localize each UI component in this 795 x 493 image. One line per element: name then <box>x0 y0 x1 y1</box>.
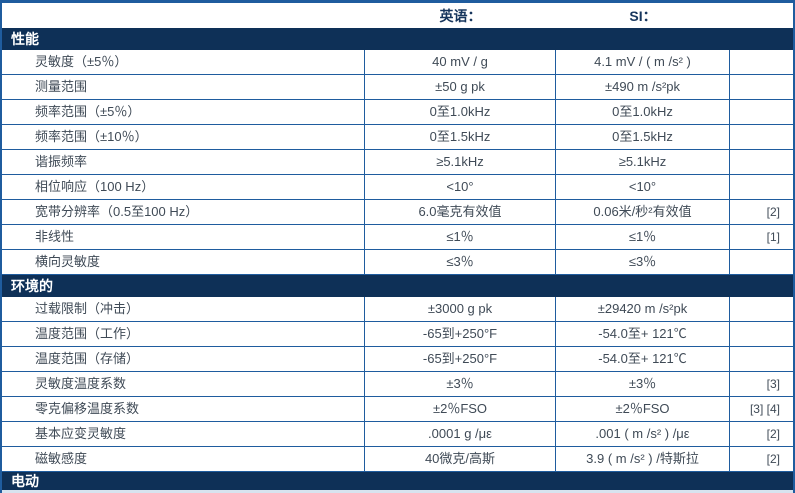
table-row: 基本应变灵敏度 .0001 g /με .001 ( m /s² ) /με [… <box>2 422 793 447</box>
table-row: 横向灵敏度 ≤3％ ≤3％ <box>2 250 793 275</box>
spec-label: 零克偏移温度系数 <box>2 397 365 421</box>
spec-label: 非线性 <box>2 225 365 249</box>
spec-value-si: 0至1.0kHz <box>556 100 730 124</box>
spec-note: [2] <box>766 427 780 441</box>
spec-value-english: 40微克/高斯 <box>365 447 556 471</box>
section-header-performance: 性能 <box>2 28 793 50</box>
section-header-environmental: 环境的 <box>2 275 793 297</box>
spec-value-english: 40 mV / g <box>365 50 556 74</box>
spec-value-si: ±3％ <box>556 372 730 396</box>
column-header-si: SI： <box>629 7 657 24</box>
table-header-row: 英语： SI： <box>2 3 793 28</box>
spec-value-si: 0.06米/秒²有效值 <box>556 200 730 224</box>
spec-note <box>730 50 793 74</box>
table-row: 磁敏感度 40微克/高斯 3.9 ( m /s² ) /特斯拉 [2] <box>2 447 793 472</box>
spec-label: 测量范围 <box>2 75 365 99</box>
spec-note <box>730 250 793 274</box>
spec-note: [3] <box>766 377 780 391</box>
spec-label: 谐振频率 <box>2 150 365 174</box>
spec-label: 温度范围（工作） <box>2 322 365 346</box>
spec-value-english: ≤1％ <box>365 225 556 249</box>
spec-value-si: ≤1％ <box>556 225 730 249</box>
table-row: 过载限制（冲击） ±3000 g pk ±29420 m /s²pk <box>2 297 793 322</box>
table-row: 零克偏移温度系数 ±2％FSO ±2％FSO [3] [4] <box>2 397 793 422</box>
spec-label: 相位响应（100 Hz） <box>2 175 365 199</box>
section-header-electrical: 电动 <box>2 472 793 490</box>
spec-value-english: ±50 g pk <box>365 75 556 99</box>
spec-value-si: -54.0至+ 121℃ <box>556 322 730 346</box>
table-row: 宽带分辨率（0.5至100 Hz） 6.0毫克有效值 0.06米/秒²有效值 [… <box>2 200 793 225</box>
spec-value-english: .0001 g /με <box>365 422 556 446</box>
spec-label: 温度范围（存储） <box>2 347 365 371</box>
spec-value-si: ±490 m /s²pk <box>556 75 730 99</box>
spec-value-si: 3.9 ( m /s² ) /特斯拉 <box>556 447 730 471</box>
spec-value-english: 6.0毫克有效值 <box>365 200 556 224</box>
spec-value-si: ±2％FSO <box>556 397 730 421</box>
spec-label: 横向灵敏度 <box>2 250 365 274</box>
spec-note <box>730 150 793 174</box>
bottom-strip <box>2 490 793 493</box>
spec-label: 磁敏感度 <box>2 447 365 471</box>
table-row: 温度范围（工作） -65到+250°F -54.0至+ 121℃ <box>2 322 793 347</box>
spec-value-english: ≥5.1kHz <box>365 150 556 174</box>
spec-label: 灵敏度（±5％） <box>2 50 365 74</box>
spec-value-english: 0至1.0kHz <box>365 100 556 124</box>
spec-label: 宽带分辨率（0.5至100 Hz） <box>2 200 365 224</box>
spec-value-english: ±3000 g pk <box>365 297 556 321</box>
table-row: 灵敏度温度系数 ±3％ ±3％ [3] <box>2 372 793 397</box>
spec-note: [1] <box>766 230 780 244</box>
spec-note: [3] [4] <box>749 402 780 416</box>
spec-value-si: .001 ( m /s² ) /με <box>556 422 730 446</box>
spec-value-si: <10° <box>556 175 730 199</box>
spec-value-english: -65到+250°F <box>365 322 556 346</box>
table-row: 温度范围（存储） -65到+250°F -54.0至+ 121℃ <box>2 347 793 372</box>
table-row: 频率范围（±5％） 0至1.0kHz 0至1.0kHz <box>2 100 793 125</box>
spec-note <box>730 322 793 346</box>
spec-value-english: <10° <box>365 175 556 199</box>
spec-value-english: 0至1.5kHz <box>365 125 556 149</box>
spec-note: [2] <box>766 452 780 466</box>
spec-note <box>730 125 793 149</box>
table-row: 非线性 ≤1％ ≤1％ [1] <box>2 225 793 250</box>
spec-label: 基本应变灵敏度 <box>2 422 365 446</box>
spec-note <box>730 75 793 99</box>
spec-value-english: -65到+250°F <box>365 347 556 371</box>
column-header-english: 英语： <box>439 7 482 24</box>
spec-note: [2] <box>766 205 780 219</box>
table-row: 灵敏度（±5％） 40 mV / g 4.1 mV / ( m /s² ) <box>2 50 793 75</box>
spec-note <box>730 100 793 124</box>
spec-note <box>730 297 793 321</box>
spec-value-si: 0至1.5kHz <box>556 125 730 149</box>
spec-note <box>730 347 793 371</box>
spec-note <box>730 175 793 199</box>
spec-value-si: 4.1 mV / ( m /s² ) <box>556 50 730 74</box>
spec-label: 灵敏度温度系数 <box>2 372 365 396</box>
spec-value-si: -54.0至+ 121℃ <box>556 347 730 371</box>
table-row: 谐振频率 ≥5.1kHz ≥5.1kHz <box>2 150 793 175</box>
spec-value-si: ±29420 m /s²pk <box>556 297 730 321</box>
spec-label: 频率范围（±10％） <box>2 125 365 149</box>
spec-label: 频率范围（±5％） <box>2 100 365 124</box>
spec-label: 过载限制（冲击） <box>2 297 365 321</box>
spec-value-english: ±2％FSO <box>365 397 556 421</box>
table-row: 相位响应（100 Hz） <10° <10° <box>2 175 793 200</box>
spec-value-english: ≤3％ <box>365 250 556 274</box>
spec-value-si: ≤3％ <box>556 250 730 274</box>
table-row: 频率范围（±10％） 0至1.5kHz 0至1.5kHz <box>2 125 793 150</box>
spec-value-si: ≥5.1kHz <box>556 150 730 174</box>
table-row: 测量范围 ±50 g pk ±490 m /s²pk <box>2 75 793 100</box>
spec-value-english: ±3％ <box>365 372 556 396</box>
